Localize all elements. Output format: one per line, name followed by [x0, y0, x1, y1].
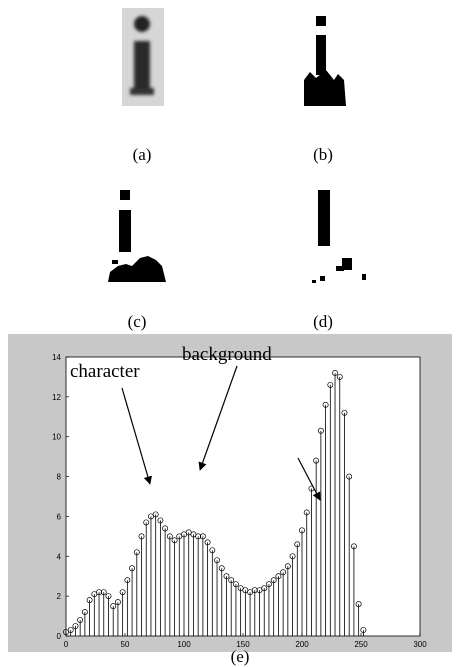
stem-marker [303, 509, 310, 516]
stem-marker [86, 597, 93, 604]
annotation: character [70, 361, 140, 382]
stem-marker [100, 589, 107, 596]
x-tick-label: 50 [121, 640, 130, 649]
y-tick-label: 12 [52, 393, 61, 402]
stem-marker [105, 593, 112, 600]
stem-marker [77, 617, 84, 624]
stem-marker [162, 525, 169, 532]
stem-marker [195, 533, 202, 540]
stem-marker [350, 543, 357, 550]
x-tick-label: 150 [236, 640, 250, 649]
y-tick-label: 0 [57, 632, 62, 641]
stem-marker [275, 573, 282, 580]
image-d [312, 190, 366, 283]
y-tick-label: 8 [57, 473, 62, 482]
stem-marker [124, 577, 131, 584]
annotation: background [182, 344, 272, 365]
stem-marker [228, 577, 235, 584]
stem-marker [96, 589, 102, 596]
y-tick-label: 2 [57, 592, 62, 601]
stem-marker [119, 589, 126, 596]
stem-marker [209, 547, 216, 554]
stem-marker [355, 601, 362, 608]
image-a [122, 8, 164, 106]
stem-marker [199, 533, 206, 540]
x-tick-label: 250 [354, 640, 368, 649]
x-tick-label: 300 [413, 640, 427, 649]
caption: (a) [133, 145, 152, 164]
image-b [304, 16, 346, 106]
stem-marker [280, 569, 287, 576]
stem-marker [232, 581, 239, 588]
stem-marker [251, 587, 258, 594]
caption: (c) [128, 312, 147, 331]
stem-marker [294, 541, 301, 548]
arrow [297, 457, 321, 501]
stem-marker [171, 537, 178, 544]
stem-marker [138, 533, 145, 540]
stem-marker [341, 409, 348, 416]
stem-marker [214, 557, 220, 564]
stem-marker [67, 627, 74, 633]
y-tick-label: 14 [52, 353, 61, 362]
stem-marker [110, 603, 117, 610]
stem-marker [133, 549, 140, 556]
axes [65, 356, 421, 637]
stem-marker [270, 577, 277, 584]
stem-marker [261, 585, 268, 592]
stem-marker [327, 381, 334, 388]
stem-marker [346, 473, 353, 480]
image-c [108, 190, 166, 282]
stem-marker [223, 573, 230, 580]
x-tick-label: 200 [295, 640, 309, 649]
stem-marker [332, 369, 338, 376]
stem-marker [299, 527, 305, 534]
stem-marker [204, 539, 211, 546]
stem-marker [360, 627, 367, 633]
stem-marker [143, 519, 150, 526]
y-tick-label: 6 [57, 512, 62, 521]
y-tick-label: 10 [52, 433, 61, 442]
stem-marker [157, 517, 164, 524]
plot: 0 50 100 150 200 250 300 0 2 4 6 8 10 12 14 [52, 353, 427, 649]
stem-marker [322, 401, 329, 408]
stem-marker [152, 511, 159, 518]
stem-marker [218, 565, 225, 572]
stem-marker [81, 609, 88, 616]
stem-marker [72, 623, 79, 629]
arrow [198, 365, 238, 471]
caption: (d) [313, 312, 333, 331]
x-tick-label: 100 [177, 640, 191, 649]
x-tick-label: 0 [64, 640, 69, 649]
arrow [121, 387, 152, 485]
stem-marker [284, 563, 291, 570]
stem-marker [317, 427, 324, 434]
stem-marker [266, 581, 272, 588]
stem-marker [166, 533, 173, 540]
stem-marker [129, 565, 136, 572]
stem-marker [114, 599, 121, 606]
stem-marker [313, 457, 320, 464]
y-tick-label: 4 [57, 552, 62, 561]
caption: (e) [231, 647, 250, 666]
stem-marker [289, 553, 296, 560]
caption: (b) [313, 145, 333, 164]
stem-marker [336, 373, 343, 380]
